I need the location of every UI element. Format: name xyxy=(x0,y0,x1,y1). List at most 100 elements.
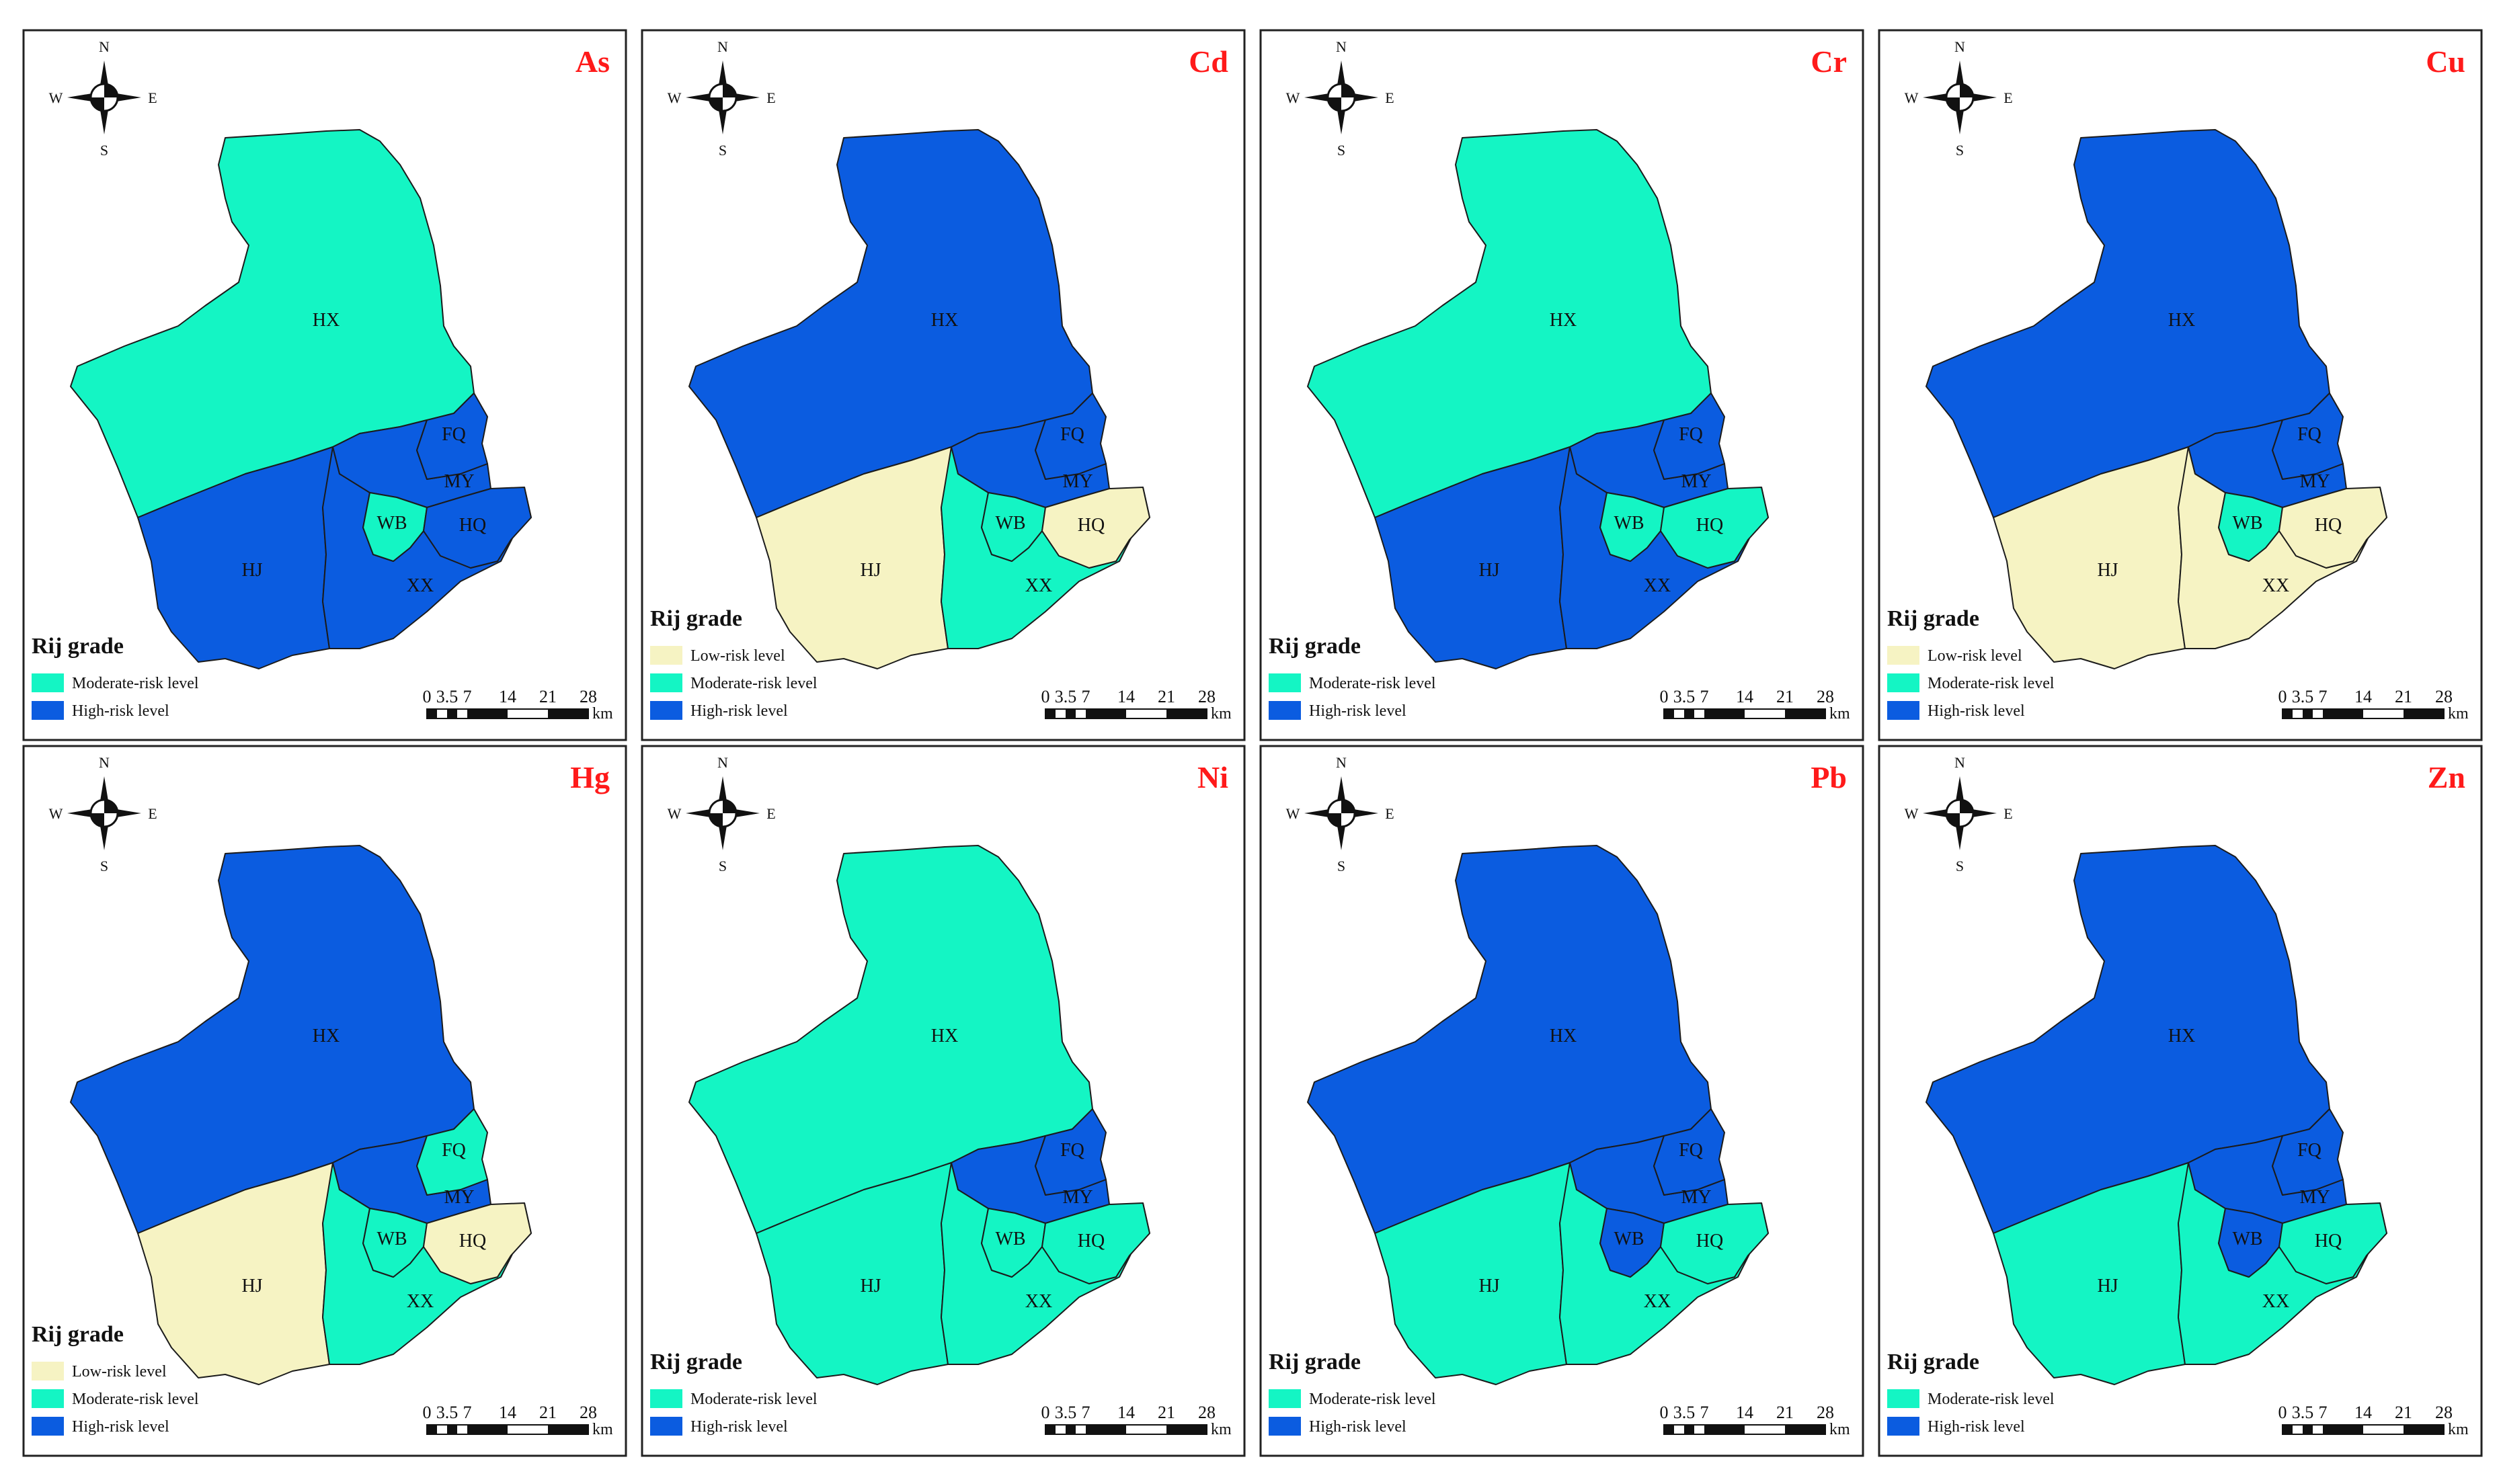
district-label-fq: FQ xyxy=(1679,424,1703,445)
legend: Rij grade Moderate-risk level High-risk le… xyxy=(1269,634,1436,720)
scale-unit: km xyxy=(1211,1421,1232,1438)
scale-tick-label: 0 xyxy=(2278,687,2287,706)
district-hq xyxy=(1041,1202,1150,1284)
scale-bar-segment xyxy=(2282,709,2293,718)
compass-letter-e: E xyxy=(148,89,157,106)
compass-letter-s: S xyxy=(719,858,727,874)
panel-title: Ni xyxy=(1197,760,1228,794)
district-map: HX HJ XX MY FQ WB HQ xyxy=(70,129,532,669)
scale-unit: km xyxy=(592,1421,613,1438)
scale-tick-label: 21 xyxy=(539,1403,557,1422)
legend-title: Rij grade xyxy=(32,1322,124,1347)
scale-tick-label: 21 xyxy=(1776,1403,1794,1422)
map-panel-cr: Cr N S W E HX HJ XX MY FQ WB HQ Rij grade Moderate-ri… xyxy=(1259,29,1864,741)
district-wb xyxy=(1599,1208,1665,1278)
legend-swatch-moderate xyxy=(32,1389,64,1408)
scale-bar-segment xyxy=(2323,1425,2363,1434)
legend-label-moderate: Moderate-risk level xyxy=(690,675,818,692)
compass-letter-s: S xyxy=(100,142,108,159)
district-hq xyxy=(2278,487,2387,569)
district-hq xyxy=(423,487,532,569)
scale-tick-label: 14 xyxy=(499,687,516,706)
compass-letter-n: N xyxy=(1336,754,1347,771)
district-hq xyxy=(2278,1202,2387,1284)
district-label-xx: XX xyxy=(1644,575,1671,596)
scale-tick-label: 3.5 xyxy=(1673,687,1696,706)
scale-tick-label: 3.5 xyxy=(2292,687,2314,706)
scale-tick-label: 3.5 xyxy=(436,1403,459,1422)
scale-tick-label: 7 xyxy=(1700,687,1709,706)
legend-label-high: High-risk level xyxy=(690,702,788,720)
legend-title: Rij grade xyxy=(1269,1350,1361,1374)
district-label-my: MY xyxy=(1681,1187,1711,1208)
district-fq xyxy=(2272,1108,2344,1196)
district-map: HX HJ XX MY FQ WB HQ xyxy=(1307,129,1769,669)
district-label-hj: HJ xyxy=(860,1276,881,1296)
panel-title: As xyxy=(575,44,610,79)
district-label-xx: XX xyxy=(407,575,434,596)
scale-bar-segment xyxy=(1045,709,1056,718)
district-label-hj: HJ xyxy=(241,560,262,581)
district-label-fq: FQ xyxy=(442,1140,466,1161)
scale-tick-label: 7 xyxy=(2319,687,2328,706)
north-arrow-icon: N S W E xyxy=(1286,38,1394,159)
district-map: HX HJ XX MY FQ WB HQ xyxy=(70,845,532,1385)
district-wb xyxy=(2218,492,2283,562)
scale-bar-segment xyxy=(2282,1425,2293,1434)
map-panel-hg: Hg N S W E HX HJ XX MY FQ WB HQ Rij grade Low-risk le… xyxy=(22,745,627,1457)
district-label-xx: XX xyxy=(1025,575,1052,596)
scale-bar-segment xyxy=(447,709,457,718)
district-label-my: MY xyxy=(2299,1187,2330,1208)
legend-swatch-high xyxy=(32,1417,64,1436)
compass-quadrant xyxy=(1946,97,1960,111)
district-label-wb: WB xyxy=(2232,1229,2262,1249)
scale-bar-segment xyxy=(2303,1425,2313,1434)
compass-letter-e: E xyxy=(766,89,775,106)
scale-bar-segment xyxy=(2404,709,2444,718)
legend-title: Rij grade xyxy=(1269,634,1361,659)
compass-letter-n: N xyxy=(1954,38,1965,55)
legend: Rij grade Low-risk level Moderate-risk lev… xyxy=(650,606,818,720)
scale-bar-segment xyxy=(2404,1425,2444,1434)
district-wb xyxy=(1599,492,1665,562)
compass-quadrant xyxy=(1328,97,1341,111)
scale-bar-segment xyxy=(2303,709,2313,718)
compass-letter-s: S xyxy=(1956,858,1964,874)
scale-bar-segment xyxy=(1086,709,1126,718)
legend-label-low: Low-risk level xyxy=(1928,647,2022,665)
north-arrow-icon: N S W E xyxy=(668,754,776,874)
legend-swatch-moderate xyxy=(1269,1389,1301,1408)
legend-label-high: High-risk level xyxy=(72,702,169,720)
district-label-hj: HJ xyxy=(2097,1276,2118,1296)
compass-quadrant xyxy=(91,813,104,827)
north-arrow-icon: N S W E xyxy=(1286,754,1394,874)
district-fq xyxy=(1653,1108,1725,1196)
legend: Rij grade Moderate-risk level High-risk le… xyxy=(1887,1350,2055,1436)
scale-bar-segment xyxy=(447,1425,457,1434)
district-label-hx: HX xyxy=(2168,1026,2195,1046)
scale-tick-label: 3.5 xyxy=(1055,687,1077,706)
legend-swatch-high xyxy=(1887,1417,1919,1436)
legend-label-high: High-risk level xyxy=(1309,1418,1406,1436)
legend-swatch-moderate xyxy=(650,1389,682,1408)
compass-quadrant xyxy=(1328,813,1341,827)
scale-bar-segment xyxy=(1664,1425,1674,1434)
district-label-hx: HX xyxy=(313,1026,340,1046)
scale-tick-label: 0 xyxy=(423,687,432,706)
district-label-xx: XX xyxy=(2262,575,2289,596)
district-label-fq: FQ xyxy=(442,424,466,445)
legend: Rij grade Moderate-risk level High-risk le… xyxy=(650,1350,818,1436)
district-label-hj: HJ xyxy=(241,1276,262,1296)
scale-tick-label: 7 xyxy=(1082,687,1090,706)
compass-quadrant xyxy=(723,800,736,813)
compass-letter-w: W xyxy=(49,89,63,106)
scale-tick-label: 14 xyxy=(1117,687,1135,706)
scale-tick-label: 21 xyxy=(539,687,557,706)
district-label-my: MY xyxy=(2299,471,2330,492)
scale-tick-label: 7 xyxy=(1700,1403,1709,1422)
